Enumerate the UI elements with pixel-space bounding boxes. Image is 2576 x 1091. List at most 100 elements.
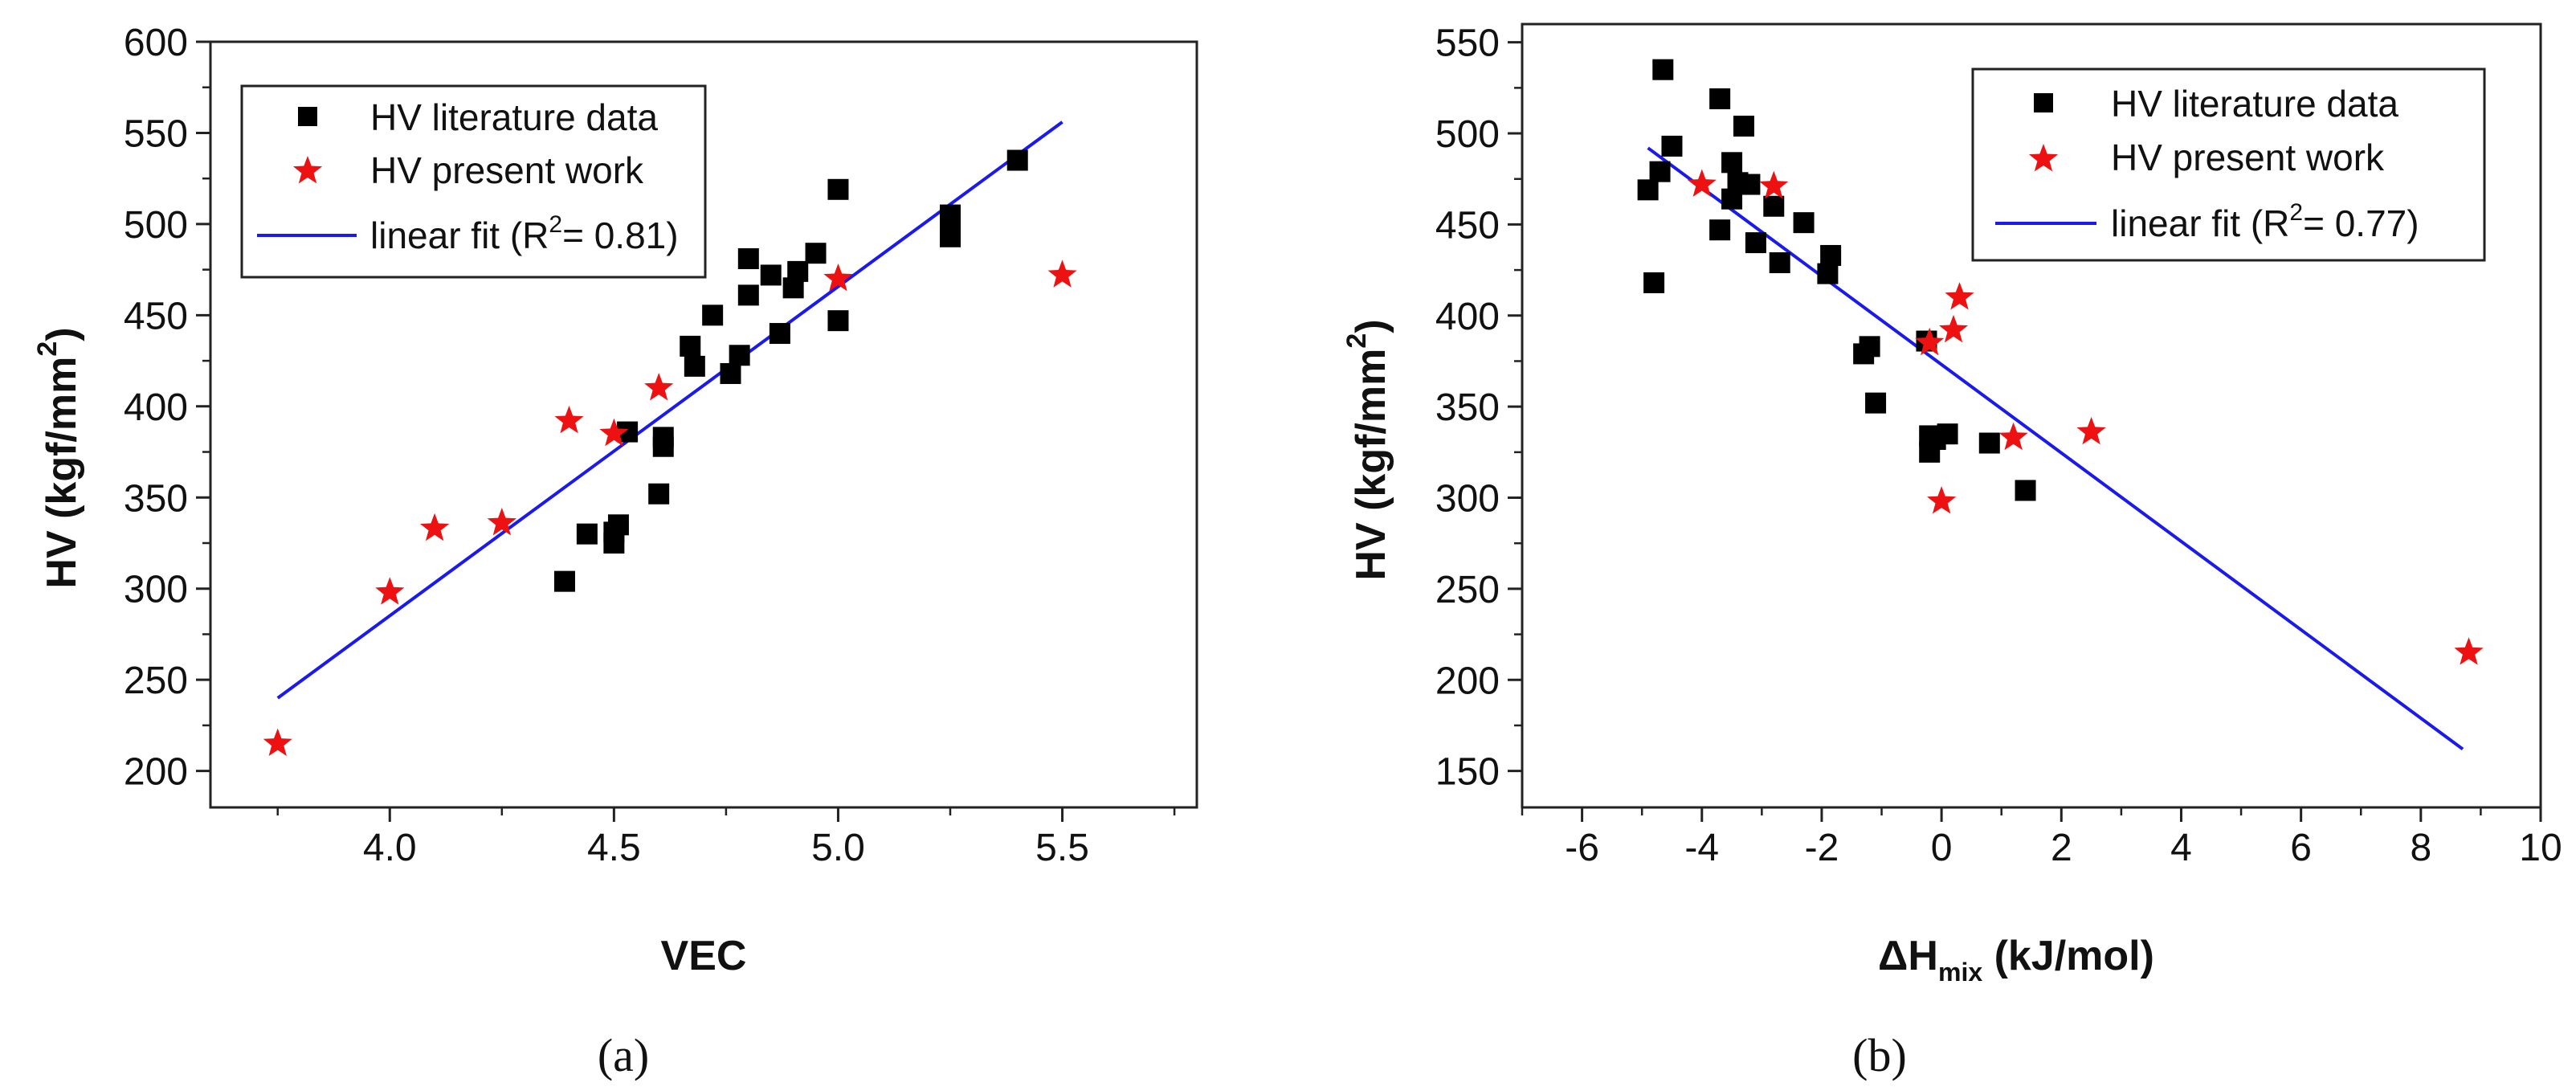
literature-point-b: [1769, 252, 1790, 274]
legend-present-marker-b: [2028, 144, 2059, 172]
literature-point-b: [1820, 244, 1842, 266]
literature-point-b: [1865, 392, 1887, 414]
literature-point-b: [1978, 432, 2000, 454]
legend-literature-label-b: HV literature data: [2111, 83, 2398, 125]
x-tick-label-b: 10: [2519, 827, 2562, 869]
literature-point-b: [1709, 219, 1731, 241]
literature-point-b: [1745, 232, 1766, 254]
literature-point-b: [1721, 152, 1743, 174]
y-tick-label-a: 500: [124, 204, 188, 247]
y-tick-label-a: 550: [124, 112, 188, 155]
y-tick-label-b: 200: [1435, 660, 1500, 702]
literature-point-a: [1006, 149, 1028, 171]
y-tick-label-a: 250: [124, 660, 188, 702]
present-point-a: [599, 418, 629, 447]
literature-point-b: [1739, 174, 1761, 195]
y-tick-label-a: 400: [124, 386, 188, 429]
x-tick-label-b: 6: [2290, 827, 2312, 869]
y-axis-title-a: HV (kgf/mm2): [32, 327, 85, 588]
legend-box-a: [240, 84, 707, 279]
legend-literature-marker-b: [2034, 93, 2053, 112]
legend-box-b: [1971, 67, 2486, 262]
present-point-a: [487, 508, 516, 536]
present-point-b: [1927, 486, 1957, 514]
y-tick-label-a: 200: [124, 751, 188, 794]
literature-point-b: [1643, 272, 1665, 293]
x-tick-label-a: 5.0: [811, 827, 865, 869]
present-point-b: [1939, 314, 1969, 343]
plot-frame-b: [1521, 22, 2542, 809]
x-tick-label-b: 4: [2170, 827, 2192, 869]
chart-panel-b: -6 -4 -2 0 2 4 6 8 10 150 200 250 300 350 400 450 500 550…: [1341, 22, 2562, 1081]
y-tick-label-b: 250: [1435, 569, 1500, 611]
legend-present-marker-a: [292, 156, 323, 184]
literature-point-b: [1709, 88, 1731, 109]
literature-point-b: [1637, 179, 1659, 201]
plot-frame-a: [209, 40, 1198, 809]
y-tick-label-a: 300: [124, 569, 188, 611]
y-tick-label-a: 350: [124, 477, 188, 520]
present-point-a: [644, 373, 674, 401]
present-point-a: [263, 728, 292, 756]
legend-fit-label-a: linear fit (R2= 0.81): [370, 211, 679, 256]
literature-point-b: [1763, 195, 1785, 217]
literature-point-a: [720, 362, 741, 384]
y-tick-label-b: 450: [1435, 204, 1500, 247]
y-tick-label-b: 300: [1435, 478, 1500, 521]
literature-point-b: [1652, 59, 1674, 80]
present-point-a: [1047, 259, 1077, 288]
fit-line-a: [276, 121, 1063, 700]
x-tick-label-b: 2: [2051, 827, 2072, 869]
x-tick-label-b: 0: [1931, 827, 1953, 869]
literature-point-a: [576, 523, 598, 545]
present-point-b: [1687, 169, 1717, 197]
x-axis-title-b: ΔHmix (kJ/mol): [1878, 933, 2154, 987]
x-tick-label-b: -4: [1684, 827, 1719, 869]
x-axis-title-a: VEC: [661, 933, 747, 979]
legend-literature-label-a: HV literature data: [370, 96, 658, 138]
y-tick-label-a: 450: [124, 295, 188, 337]
present-point-a: [420, 513, 450, 541]
literature-point-a: [684, 355, 705, 377]
x-tick-label-a: 4.5: [587, 827, 641, 869]
legend-present-label-b: HV present work: [2111, 137, 2385, 178]
present-point-b: [2076, 416, 2106, 445]
present-point-b: [1759, 170, 1789, 199]
y-tick-label-b: 550: [1435, 22, 1500, 65]
x-tick-label-b: -6: [1565, 827, 1599, 869]
literature-point-a: [827, 310, 849, 332]
literature-point-b: [2015, 480, 2036, 501]
x-tick-label-a: 4.0: [363, 827, 417, 869]
literature-point-a: [787, 260, 809, 282]
y-axis-title-b: HV (kgf/mm2): [1341, 319, 1394, 580]
y-tick-label-b: 400: [1435, 296, 1500, 338]
literature-point-a: [607, 514, 629, 536]
y-tick-label-b: 500: [1435, 113, 1500, 156]
plot-area-b: -6 -4 -2 0 2 4 6 8 10 150 200 250 300 350 400 450 500 550: [1435, 22, 2562, 869]
present-point-b: [1915, 327, 1945, 356]
literature-point-a: [805, 243, 827, 264]
literature-point-a: [940, 204, 961, 226]
literature-point-a: [769, 323, 790, 345]
present-point-a: [554, 406, 584, 434]
present-point-a: [823, 264, 853, 292]
present-point-b: [2454, 637, 2484, 665]
literature-point-a: [648, 483, 670, 505]
y-tick-label-b: 150: [1435, 751, 1500, 794]
literature-point-a: [737, 284, 759, 306]
legend-fit-label-b: linear fit (R2= 0.77): [2111, 199, 2419, 244]
literature-point-a: [729, 345, 750, 366]
literature-point-a: [827, 178, 849, 200]
legend-a: HV literature data HV present work linea…: [240, 84, 707, 279]
present-point-b: [1945, 282, 1974, 310]
literature-point-b: [1937, 423, 1958, 445]
panel-label-b: (b): [1852, 1029, 1907, 1081]
literature-point-a: [737, 248, 759, 270]
literature-point-b: [1817, 263, 1839, 284]
x-tick-label-a: 5.5: [1035, 827, 1089, 869]
literature-point-b: [1859, 336, 1880, 358]
present-point-b: [1998, 422, 2028, 451]
literature-point-b: [1661, 135, 1683, 157]
legend-present-label-a: HV present work: [370, 149, 644, 191]
